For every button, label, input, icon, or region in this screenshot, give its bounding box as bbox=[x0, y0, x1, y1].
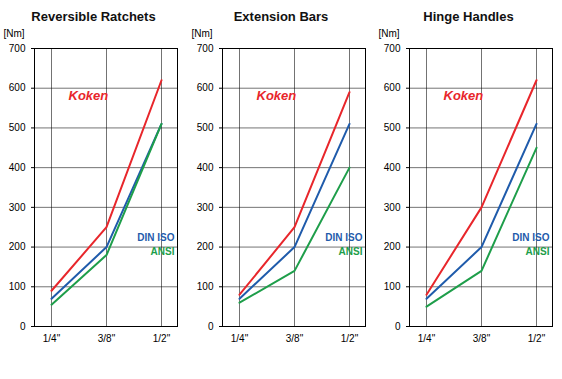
svg-text:200: 200 bbox=[196, 241, 213, 252]
svg-text:400: 400 bbox=[196, 162, 213, 173]
svg-text:100: 100 bbox=[384, 281, 401, 292]
svg-text:3/8": 3/8" bbox=[473, 333, 491, 344]
svg-text:200: 200 bbox=[384, 241, 401, 252]
svg-text:ANSI: ANSI bbox=[338, 246, 362, 257]
svg-text:600: 600 bbox=[9, 82, 26, 93]
svg-text:300: 300 bbox=[384, 202, 401, 213]
svg-text:400: 400 bbox=[384, 162, 401, 173]
svg-text:[Nm]: [Nm] bbox=[191, 28, 212, 39]
svg-text:300: 300 bbox=[196, 202, 213, 213]
svg-text:[Nm]: [Nm] bbox=[4, 28, 25, 39]
svg-text:3/8": 3/8" bbox=[98, 333, 116, 344]
svg-text:0: 0 bbox=[207, 321, 213, 332]
svg-text:Koken: Koken bbox=[69, 88, 109, 103]
svg-text:3/8": 3/8" bbox=[285, 333, 303, 344]
svg-text:1/4": 1/4" bbox=[43, 333, 61, 344]
html-text:Extension Bars: Extension Bars bbox=[233, 9, 329, 24]
svg-text:1/4": 1/4" bbox=[418, 333, 436, 344]
svg-text:1/2": 1/2" bbox=[153, 333, 171, 344]
svg-text:500: 500 bbox=[196, 122, 213, 133]
svg-text:1/2": 1/2" bbox=[340, 333, 358, 344]
svg-text:Koken: Koken bbox=[256, 88, 296, 103]
svg-text:700: 700 bbox=[384, 43, 401, 54]
svg-text:400: 400 bbox=[9, 162, 26, 173]
svg-text:0: 0 bbox=[20, 321, 26, 332]
svg-text:500: 500 bbox=[9, 122, 26, 133]
svg-text:[Nm]: [Nm] bbox=[379, 28, 400, 39]
svg-text:200: 200 bbox=[9, 241, 26, 252]
svg-text:100: 100 bbox=[9, 281, 26, 292]
svg-text:1/2": 1/2" bbox=[528, 333, 546, 344]
svg-text:Koken: Koken bbox=[444, 88, 484, 103]
html-text:Hinge Handles: Hinge Handles bbox=[423, 9, 514, 24]
svg-text:600: 600 bbox=[196, 82, 213, 93]
html-text:Reversible Ratchets: Reversible Ratchets bbox=[31, 9, 156, 24]
svg-text:500: 500 bbox=[384, 122, 401, 133]
svg-text:300: 300 bbox=[9, 202, 26, 213]
svg-text:DIN ISO: DIN ISO bbox=[325, 232, 362, 243]
svg-text:0: 0 bbox=[395, 321, 401, 332]
svg-text:DIN ISO: DIN ISO bbox=[137, 232, 174, 243]
svg-text:600: 600 bbox=[384, 82, 401, 93]
svg-text:700: 700 bbox=[196, 43, 213, 54]
svg-text:ANSI: ANSI bbox=[151, 246, 175, 257]
svg-text:ANSI: ANSI bbox=[526, 246, 550, 257]
svg-text:1/4": 1/4" bbox=[230, 333, 248, 344]
svg-text:100: 100 bbox=[196, 281, 213, 292]
svg-text:700: 700 bbox=[9, 43, 26, 54]
svg-text:DIN ISO: DIN ISO bbox=[512, 232, 549, 243]
